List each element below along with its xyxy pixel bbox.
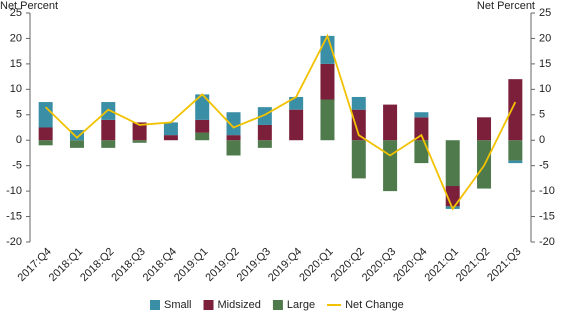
- bar: [257, 140, 272, 148]
- bar: [383, 104, 398, 141]
- y-axis-label: Net Percent: [0, 0, 58, 12]
- bar: [351, 140, 366, 179]
- bar: [163, 135, 178, 141]
- x-tick-label: 2020:Q3: [360, 246, 398, 284]
- y-tick-label: -20: [6, 236, 22, 248]
- bar: [508, 79, 523, 141]
- x-tick-label: 2019:Q4: [266, 246, 304, 284]
- bar: [289, 109, 304, 141]
- bar: [38, 127, 53, 141]
- legend-label: Net Change: [345, 299, 404, 311]
- bar: [38, 102, 53, 128]
- y2-tick-label: -5: [539, 160, 549, 172]
- bar: [289, 96, 304, 110]
- y-tick-label: 10: [10, 83, 22, 95]
- legend-label: Large: [287, 299, 315, 311]
- y-tick-label: 15: [10, 58, 22, 70]
- y2-axis-label: Net Percent: [477, 0, 535, 12]
- y-tick-label: -15: [6, 210, 22, 222]
- y2-tick-label: 0: [539, 134, 545, 146]
- legend-swatch: [272, 300, 283, 310]
- y2-tick-label: -10: [539, 185, 555, 197]
- x-tick-label: 2021:Q3: [485, 246, 523, 284]
- bar: [414, 117, 429, 141]
- bar: [508, 160, 523, 164]
- legend-label: Small: [164, 299, 192, 311]
- x-tick-label: 2019:Q3: [235, 246, 273, 284]
- x-tick-label: 2020:Q4: [391, 246, 429, 284]
- bar: [383, 140, 398, 192]
- y-tick-label: 5: [16, 109, 22, 121]
- legend-swatch: [150, 300, 160, 310]
- bar: [101, 102, 116, 120]
- bar: [445, 140, 460, 187]
- y2-tick-label: -20: [539, 236, 555, 248]
- x-tick-label: 2021:Q2: [454, 246, 492, 284]
- y2-tick-label: 20: [539, 32, 551, 44]
- x-tick-label: 2018:Q2: [78, 246, 116, 284]
- bar: [226, 140, 241, 156]
- bar: [69, 140, 84, 148]
- bar: [257, 107, 272, 125]
- y2-tick-label: 5: [539, 109, 545, 121]
- y-tick-label: -5: [12, 160, 22, 172]
- bar: [320, 63, 335, 100]
- bar: [477, 117, 492, 141]
- bar: [257, 124, 272, 141]
- bar: [38, 140, 53, 146]
- x-tick-label: 2021:Q1: [423, 246, 461, 284]
- y-tick-label: -10: [6, 185, 22, 197]
- line: [45, 33, 517, 211]
- x-tick-label: 2018:Q4: [141, 246, 179, 284]
- y2-tick-label: 25: [539, 7, 551, 19]
- bar: [132, 140, 147, 143]
- x-tick-label: 2020:Q1: [297, 246, 335, 284]
- legend-swatch: [203, 300, 214, 310]
- y2-tick-label: -15: [539, 210, 555, 222]
- bar: [320, 99, 335, 141]
- bar: [195, 132, 210, 141]
- bar: [414, 112, 429, 118]
- bar: [226, 112, 241, 136]
- bar: [508, 140, 523, 161]
- bar: [351, 109, 366, 141]
- x-tick-label: 2019:Q2: [203, 246, 241, 284]
- bar: [101, 140, 116, 148]
- x-tick-label: 2017:Q4: [16, 246, 54, 284]
- y2-tick-label: 10: [539, 83, 551, 95]
- x-tick-label: 2018:Q3: [109, 246, 147, 284]
- bar: [101, 119, 116, 141]
- x-tick-label: 2019:Q1: [172, 246, 210, 284]
- bar: [69, 130, 84, 141]
- legend-label: Midsized: [218, 299, 261, 311]
- bar: [195, 94, 210, 120]
- bar: [132, 122, 147, 141]
- bar: [163, 122, 178, 136]
- y-tick-label: 20: [10, 32, 22, 44]
- bar: [195, 119, 210, 133]
- y2-tick-label: 15: [539, 58, 551, 70]
- bar: [351, 96, 366, 110]
- bar: [414, 140, 429, 164]
- x-tick-label: 2018:Q1: [47, 246, 85, 284]
- y-tick-label: 25: [10, 7, 22, 19]
- y-tick-label: 0: [16, 134, 22, 146]
- x-tick-label: 2020:Q2: [329, 246, 367, 284]
- bar: [226, 135, 241, 141]
